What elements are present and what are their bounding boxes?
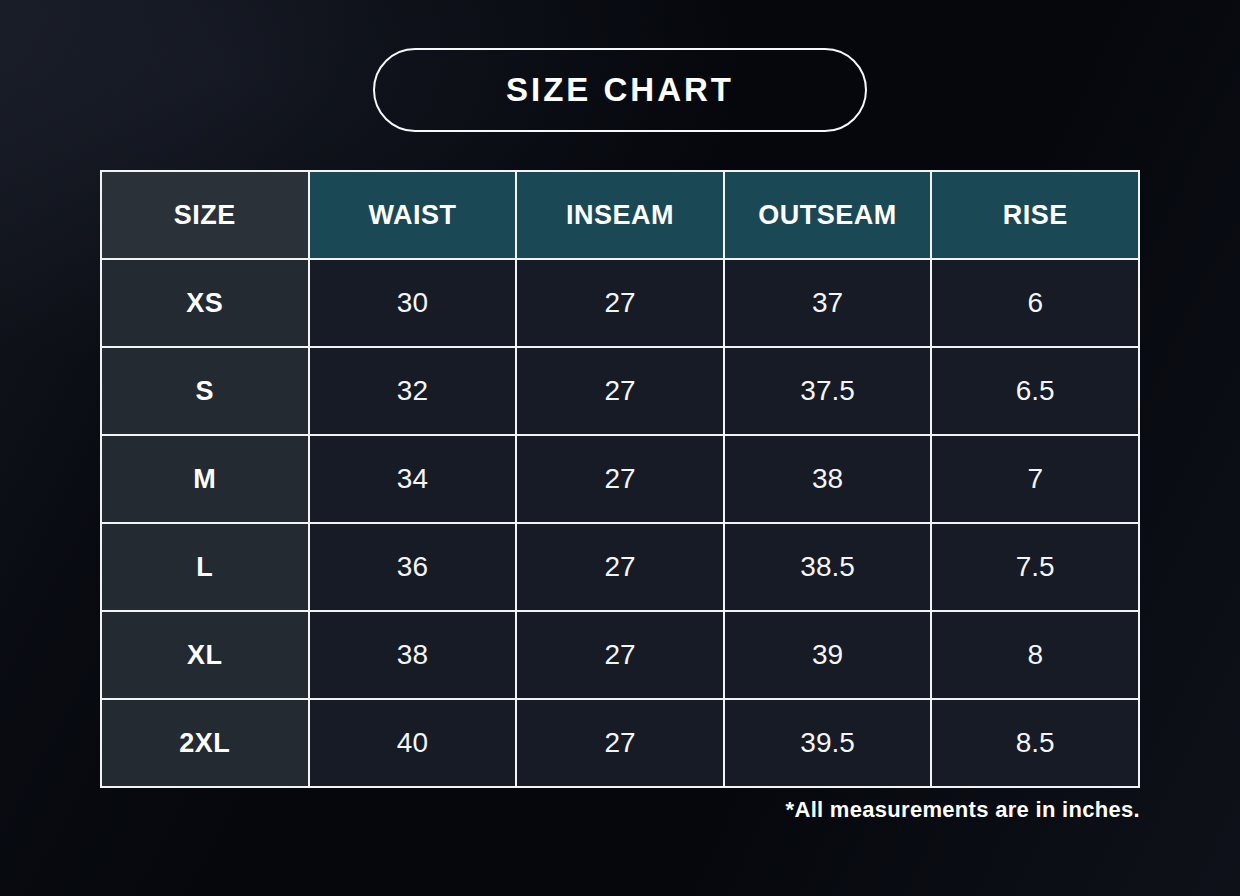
measurement-cell: 37 xyxy=(724,259,932,347)
measurement-cell: 34 xyxy=(309,435,517,523)
measurement-cell: 27 xyxy=(516,611,724,699)
size-label-cell: L xyxy=(101,523,309,611)
column-header-outseam: OUTSEAM xyxy=(724,171,932,259)
size-table-header: SIZE WAIST INSEAM OUTSEAM RISE xyxy=(101,171,1139,259)
table-row: M3427387 xyxy=(101,435,1139,523)
table-row: XS3027376 xyxy=(101,259,1139,347)
measurement-cell: 27 xyxy=(516,435,724,523)
table-row: S322737.56.5 xyxy=(101,347,1139,435)
measurement-cell: 7 xyxy=(931,435,1139,523)
size-label-cell: XL xyxy=(101,611,309,699)
measurement-cell: 32 xyxy=(309,347,517,435)
measurement-cell: 38.5 xyxy=(724,523,932,611)
measurement-cell: 27 xyxy=(516,347,724,435)
measurement-cell: 27 xyxy=(516,523,724,611)
measurement-cell: 8.5 xyxy=(931,699,1139,787)
measurement-cell: 40 xyxy=(309,699,517,787)
measurement-cell: 6 xyxy=(931,259,1139,347)
size-chart-title-pill: SIZE CHART xyxy=(373,48,867,132)
measurement-cell: 6.5 xyxy=(931,347,1139,435)
measurement-cell: 7.5 xyxy=(931,523,1139,611)
measurement-cell: 27 xyxy=(516,699,724,787)
header-row: SIZE WAIST INSEAM OUTSEAM RISE xyxy=(101,171,1139,259)
column-header-size: SIZE xyxy=(101,171,309,259)
page-title: SIZE CHART xyxy=(506,71,734,109)
size-label-cell: XS xyxy=(101,259,309,347)
table-row: XL3827398 xyxy=(101,611,1139,699)
measurement-cell: 27 xyxy=(516,259,724,347)
column-header-waist: WAIST xyxy=(309,171,517,259)
column-header-inseam: INSEAM xyxy=(516,171,724,259)
measurement-cell: 8 xyxy=(931,611,1139,699)
size-chart-table: SIZE WAIST INSEAM OUTSEAM RISE XS3027376… xyxy=(100,170,1140,788)
size-table-body: XS3027376S322737.56.5M3427387L362738.57.… xyxy=(101,259,1139,787)
measurements-footnote: *All measurements are in inches. xyxy=(100,797,1140,823)
column-header-rise: RISE xyxy=(931,171,1139,259)
table-row: L362738.57.5 xyxy=(101,523,1139,611)
size-label-cell: 2XL xyxy=(101,699,309,787)
measurement-cell: 30 xyxy=(309,259,517,347)
measurement-cell: 38 xyxy=(724,435,932,523)
size-label-cell: S xyxy=(101,347,309,435)
measurement-cell: 38 xyxy=(309,611,517,699)
measurement-cell: 39 xyxy=(724,611,932,699)
measurement-cell: 36 xyxy=(309,523,517,611)
size-label-cell: M xyxy=(101,435,309,523)
measurement-cell: 39.5 xyxy=(724,699,932,787)
measurement-cell: 37.5 xyxy=(724,347,932,435)
table-row: 2XL402739.58.5 xyxy=(101,699,1139,787)
